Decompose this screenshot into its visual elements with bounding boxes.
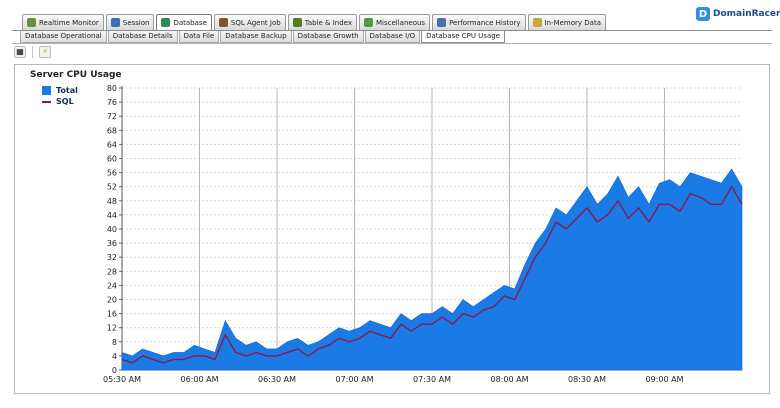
series-total-area bbox=[121, 168, 743, 371]
legend-item-sql: SQL bbox=[42, 96, 78, 107]
y-tick-label: 44 bbox=[107, 211, 117, 220]
tab-database[interactable]: Database bbox=[156, 14, 212, 30]
module-tabs-divider bbox=[12, 30, 772, 31]
tab-label: Database bbox=[173, 18, 207, 27]
tab-table-index[interactable]: Table & Index bbox=[287, 14, 357, 30]
in-memory-data-icon bbox=[532, 18, 542, 27]
y-tick-label: 48 bbox=[107, 197, 117, 206]
y-tick-label: 32 bbox=[107, 253, 117, 262]
table-index-icon bbox=[292, 18, 302, 27]
y-tick-label: 68 bbox=[107, 126, 117, 135]
logo-text: DomainRacer bbox=[713, 9, 780, 19]
chart-title: Server CPU Usage bbox=[30, 70, 122, 80]
realtime-monitor-icon bbox=[27, 18, 36, 27]
y-tick-label: 8 bbox=[112, 338, 117, 347]
toolbar-separator bbox=[32, 46, 33, 58]
y-tick-label: 64 bbox=[107, 140, 117, 149]
x-tick-label: 07:00 AM bbox=[336, 375, 374, 384]
y-tick-label: 4 bbox=[112, 352, 117, 361]
subtab-database-operational[interactable]: Database Operational bbox=[20, 31, 107, 43]
y-tick-label: 0 bbox=[112, 366, 117, 375]
sub-tabs: Database Operational Database Details Data… bbox=[20, 31, 505, 43]
tab-label: SQL Agent Job bbox=[230, 18, 281, 27]
y-tick-label: 12 bbox=[107, 324, 117, 333]
chart-legend: Total SQL bbox=[42, 85, 78, 107]
sql-agent-job-icon bbox=[218, 18, 228, 27]
logo: D DomainRacer bbox=[696, 6, 780, 22]
tab-label: Realtime Monitor bbox=[39, 18, 99, 27]
y-tick-label: 72 bbox=[107, 112, 117, 121]
tab-performance-history[interactable]: Performance History bbox=[432, 14, 526, 30]
session-icon bbox=[110, 18, 120, 27]
y-tick-label: 52 bbox=[107, 183, 117, 192]
subtab-database-details[interactable]: Database Details bbox=[107, 31, 178, 43]
y-tick-label: 60 bbox=[107, 155, 117, 164]
x-tick-label: 05:30 AM bbox=[103, 375, 141, 384]
tab-in-memory-data[interactable]: In-Memory Data bbox=[527, 14, 606, 30]
tab-miscellaneous[interactable]: Miscellaneous bbox=[358, 14, 431, 30]
logo-icon: D bbox=[696, 7, 710, 21]
subtab-database-cpu-usage[interactable]: Database CPU Usage bbox=[421, 31, 505, 43]
module-tabs: Realtime Monitor Session Database SQL Agent… bbox=[22, 14, 606, 30]
tab-session[interactable]: Session bbox=[105, 14, 155, 30]
subtab-database-i-o[interactable]: Database I/O bbox=[364, 31, 421, 43]
y-tick-label: 80 bbox=[107, 84, 117, 93]
miscellaneous-icon bbox=[363, 18, 373, 27]
legend-label-total: Total bbox=[56, 86, 78, 95]
x-tick-label: 08:00 AM bbox=[491, 375, 529, 384]
x-tick-label: 06:00 AM bbox=[181, 375, 219, 384]
legend-swatch-sql bbox=[42, 100, 51, 103]
y-tick-label: 40 bbox=[107, 225, 117, 234]
series-sql-line bbox=[121, 186, 743, 364]
performance-history-icon bbox=[437, 18, 447, 27]
tab-label: Performance History bbox=[449, 18, 521, 27]
subtab-database-growth[interactable]: Database Growth bbox=[292, 31, 364, 43]
x-tick-label: 06:30 AM bbox=[258, 375, 296, 384]
toolbar: ▦ ⚡ bbox=[14, 45, 51, 59]
legend-item-total: Total bbox=[42, 85, 78, 96]
lightning-icon[interactable]: ⚡ bbox=[39, 46, 51, 58]
tab-label: Miscellaneous bbox=[375, 18, 426, 27]
y-tick-label: 56 bbox=[107, 169, 117, 178]
database-icon bbox=[161, 18, 171, 27]
legend-label-sql: SQL bbox=[56, 97, 74, 106]
x-tick-label: 09:00 AM bbox=[646, 375, 684, 384]
y-tick-label: 20 bbox=[107, 296, 117, 305]
subtab-database-backup[interactable]: Database Backup bbox=[220, 31, 292, 43]
x-tick-label: 07:30 AM bbox=[413, 375, 451, 384]
export-excel-icon[interactable]: ▦ bbox=[14, 46, 26, 58]
tab-label: In-Memory Data bbox=[544, 18, 601, 27]
tab-realtime-monitor[interactable]: Realtime Monitor bbox=[22, 14, 104, 30]
sub-tabs-divider bbox=[12, 43, 772, 44]
y-tick-label: 24 bbox=[107, 281, 117, 290]
tab-sql-agent-job[interactable]: SQL Agent Job bbox=[213, 14, 286, 30]
tab-label: Table & Index bbox=[304, 18, 352, 27]
subtab-data-file[interactable]: Data File bbox=[178, 31, 220, 43]
y-tick-label: 76 bbox=[107, 98, 117, 107]
y-tick-label: 28 bbox=[107, 267, 117, 276]
legend-swatch-total bbox=[42, 86, 51, 95]
y-tick-label: 36 bbox=[107, 239, 117, 248]
tab-label: Session bbox=[122, 18, 150, 27]
x-tick-label: 08:30 AM bbox=[568, 375, 606, 384]
y-tick-label: 16 bbox=[107, 310, 117, 319]
